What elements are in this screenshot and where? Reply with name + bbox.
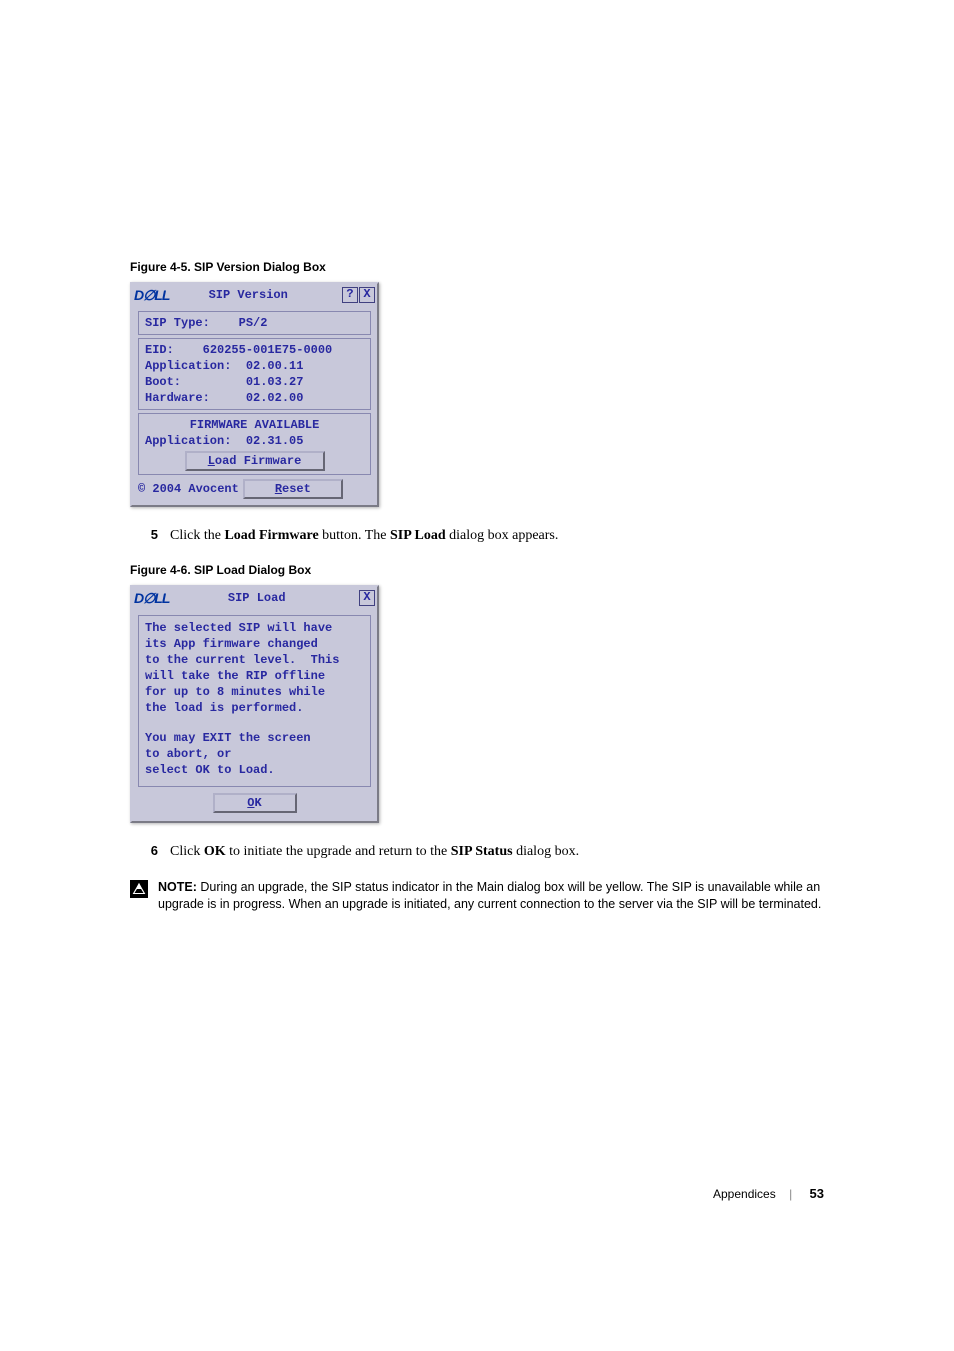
sip-version-dialog: D∅LL SIP Version ? X SIP Type: PS/2 EID:… [130,282,379,507]
load-line-1: The selected SIP will have [145,620,364,636]
step6-bold1: OK [204,844,226,859]
note-label: NOTE: [158,880,197,894]
step-6-text: Click OK to initiate the upgrade and ret… [170,843,579,861]
copyright-text: © 2004 Avocent [138,482,243,496]
footer-divider: | [789,1187,792,1201]
step-6-number: 6 [130,843,170,861]
note-body: During an upgrade, the SIP status indica… [158,880,821,911]
load-blank [145,716,364,730]
load-line-2: its App firmware changed [145,636,364,652]
boot-label: Boot: [145,375,181,389]
figure-caption-1: Figure 4-5. SIP Version Dialog Box [130,260,824,274]
reset-button[interactable]: Reset [243,479,343,499]
sip-type-label: SIP Type: [145,316,210,330]
step6-post: dialog box. [513,844,580,859]
sip-type-group: SIP Type: PS/2 [138,311,371,335]
footer-section: Appendices [713,1187,776,1201]
footer-page-number: 53 [810,1186,824,1201]
boot-value: 01.03.27 [246,375,304,389]
step5-post: dialog box appears. [446,528,559,543]
hw-value: 02.02.00 [246,391,304,405]
load-line-6: the load is performed. [145,700,364,716]
step-5: 5 Click the Load Firmware button. The SI… [130,527,824,545]
version-info-group: EID: 620255-001E75-0000 Application: 02.… [138,338,371,410]
step5-bold2: SIP Load [390,528,446,543]
sip-load-message-group: The selected SIP will have its App firmw… [138,615,371,787]
sip-load-dialog: D∅LL SIP Load X The selected SIP will ha… [130,585,379,823]
ok-button[interactable]: OK [213,793,297,813]
fw-app-label: Application: [145,434,231,448]
eid-value: 620255-001E75-0000 [203,343,333,357]
firmware-header: FIRMWARE AVAILABLE [145,417,364,433]
figure-caption-2: Figure 4-6. SIP Load Dialog Box [130,563,824,577]
step5-mid: button. The [319,528,390,543]
note-row: NOTE: During an upgrade, the SIP status … [130,879,824,913]
eid-label: EID: [145,343,174,357]
note-icon [130,880,148,898]
step6-pre: Click [170,844,204,859]
ok-o: O [247,796,254,810]
load-line-8: to abort, or [145,746,364,762]
sip-version-title: SIP Version [155,288,341,302]
step-6: 6 Click OK to initiate the upgrade and r… [130,843,824,861]
step5-pre: Click the [170,528,224,543]
load-line-9: select OK to Load. [145,762,364,778]
firmware-group: FIRMWARE AVAILABLE Application: 02.31.05… [138,413,371,475]
load-line-4: will take the RIP offline [145,668,364,684]
sip-type-value: PS/2 [239,316,268,330]
hw-label: Hardware: [145,391,210,405]
step6-bold2: SIP Status [451,844,513,859]
note-text: NOTE: During an upgrade, the SIP status … [158,879,824,913]
step-5-text: Click the Load Firmware button. The SIP … [170,527,558,545]
load-line-5: for up to 8 minutes while [145,684,364,700]
load-line-7: You may EXIT the screen [145,730,364,746]
close-button[interactable]: X [359,287,375,303]
step6-mid: to initiate the upgrade and return to th… [226,844,451,859]
page-footer: Appendices | 53 [713,1186,824,1201]
help-button[interactable]: ? [342,287,358,303]
app-value: 02.00.11 [246,359,304,373]
load-line-3: to the current level. This [145,652,364,668]
app-label: Application: [145,359,231,373]
ok-k: K [255,796,262,810]
sip-load-title: SIP Load [155,591,358,605]
sip-load-titlebar: D∅LL SIP Load X [132,587,377,607]
step5-bold1: Load Firmware [224,528,318,543]
load-firmware-button[interactable]: Load Firmware [185,451,325,471]
fw-app-value: 02.31.05 [246,434,304,448]
step-5-number: 5 [130,527,170,545]
close-button-2[interactable]: X [359,590,375,606]
sip-version-titlebar: D∅LL SIP Version ? X [132,284,377,304]
